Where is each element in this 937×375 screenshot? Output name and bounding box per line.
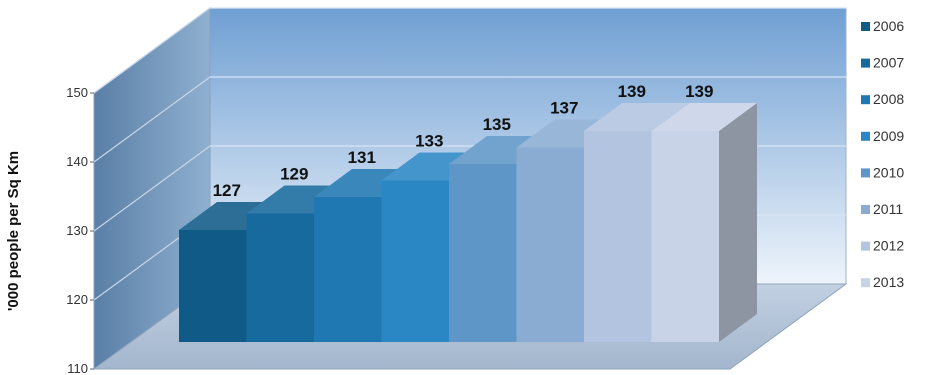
gridline-side (93, 145, 211, 232)
bar-top-2013 (651, 103, 757, 131)
legend-swatch-2006 (861, 22, 870, 31)
y-axis-label: '000 people per Sq Km (5, 151, 22, 311)
data-label-2010: 135 (483, 115, 511, 134)
data-label-2009: 133 (415, 132, 443, 151)
legend-swatch-2010 (861, 168, 870, 178)
bar-2013 (651, 103, 757, 342)
legend-label-2008: 2008 (873, 91, 904, 107)
bar-front-2010 (449, 164, 517, 342)
legend-swatch-2007 (861, 58, 870, 68)
y-tick-label: 130 (66, 223, 88, 238)
data-label-2006: 127 (213, 181, 241, 200)
data-label-2008: 131 (348, 148, 376, 167)
data-label-2012: 139 (618, 82, 646, 101)
legend-swatch-2012 (861, 241, 870, 251)
legend: 2006 2007 2008 2009 2010 2011 2012 2013 (861, 18, 904, 290)
y-tick-label: 110 (67, 361, 88, 375)
bar-front-2007 (246, 213, 314, 342)
legend-label-2009: 2009 (873, 128, 904, 144)
legend-label-2010: 2010 (873, 164, 904, 180)
legend-label-2012: 2012 (873, 238, 904, 254)
legend-label-2006: 2006 (873, 18, 904, 34)
y-tick-label: 120 (66, 292, 88, 307)
legend-label-2011: 2011 (873, 201, 903, 217)
gridline-side (93, 76, 211, 163)
data-label-2011: 137 (550, 99, 578, 118)
bar-side-2013 (719, 103, 757, 342)
bar-top-2012 (584, 103, 690, 131)
bar-front-2011 (516, 147, 584, 342)
gridline-side (93, 7, 211, 94)
legend-swatch-2008 (861, 95, 870, 105)
bars (179, 103, 757, 342)
legend-swatch-2013 (861, 278, 870, 288)
bar-front-2013 (651, 131, 719, 342)
bar-front-2006 (179, 230, 247, 342)
data-label-2007: 129 (280, 165, 308, 184)
legend-label-2007: 2007 (873, 55, 904, 71)
bar-front-2012 (584, 131, 652, 342)
data-labels: 127 129 131 133 135 137 139 139 (213, 82, 714, 200)
legend-swatch-2011 (861, 205, 870, 214)
y-tick-label: 150 (66, 85, 88, 100)
bar-front-2008 (314, 197, 382, 342)
bar-front-2009 (381, 180, 449, 342)
y-tick-label: 140 (66, 154, 88, 169)
y-axis-ticks: 110 120 130 140 150 (66, 85, 94, 375)
legend-swatch-2009 (861, 131, 870, 141)
legend-label-2013: 2013 (873, 274, 904, 290)
data-label-2013: 139 (685, 82, 713, 101)
